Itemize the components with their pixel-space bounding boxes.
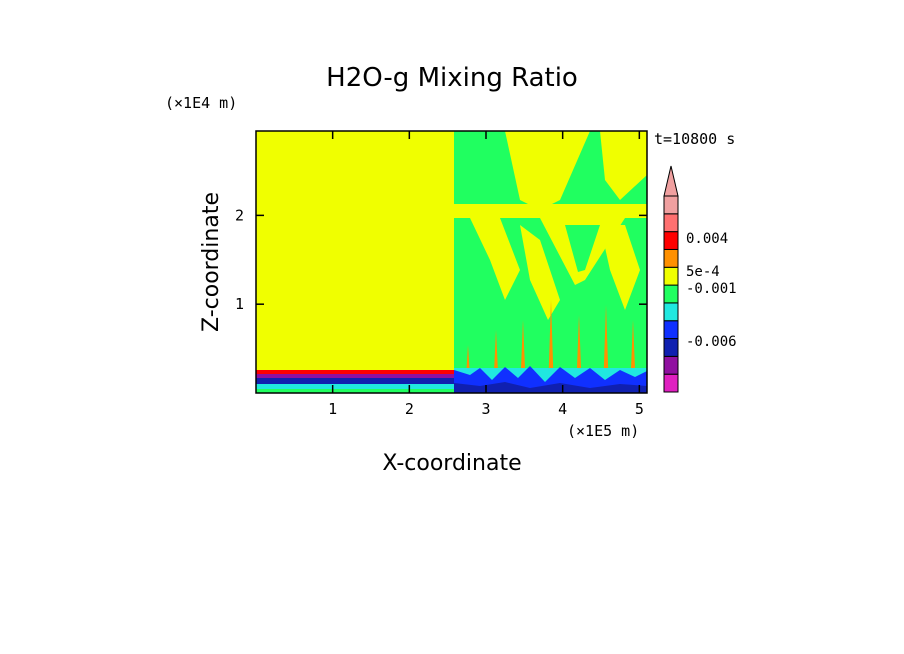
colorbar-label: 0.004: [686, 231, 728, 247]
heatmap-field: [256, 131, 647, 393]
left-surface-red: [256, 370, 454, 374]
colorbar-segment: [663, 266, 679, 286]
colorbar-segment: [663, 302, 679, 322]
colorbar-label: 5e-4: [686, 264, 720, 280]
region-left-dry: [256, 131, 454, 393]
left-surface-purple: [256, 374, 454, 378]
right-yellow-streak-3: [520, 225, 560, 320]
colorbar-label: -0.006: [686, 334, 737, 350]
x-tick-label: 4: [558, 400, 567, 418]
colorbar-segment: [663, 195, 679, 215]
colorbar-segment: [663, 320, 679, 340]
axis-ticks: 1 2 3 4 5 1 2: [235, 131, 647, 418]
left-surface-cyan: [256, 384, 454, 389]
y-axis-label: Z-coordinate: [199, 192, 224, 332]
right-yellow-streak: [600, 131, 647, 200]
time-label: t=10800 s: [654, 130, 735, 148]
x-axis-label: X-coordinate: [382, 451, 521, 476]
colorbar-label: -0.001: [686, 281, 737, 297]
y-unit-label: (×1E4 m): [165, 94, 237, 112]
right-yellow-band: [454, 204, 647, 218]
colorbar-segment: [663, 284, 679, 304]
colorbar-segment: [663, 231, 679, 250]
colorbar-segment: [663, 355, 679, 375]
x-tick-label: 1: [328, 400, 337, 418]
colorbar-segment: [663, 213, 679, 233]
y-tick-label: 1: [235, 295, 244, 313]
right-yellow-wedge-top: [505, 131, 590, 210]
colorbar-segment: [663, 373, 679, 393]
colorbar-extend-arrow: [663, 165, 679, 197]
right-surface-deep: [454, 382, 647, 393]
x-tick-label: 2: [405, 400, 414, 418]
right-yellow-streak-4: [600, 225, 640, 310]
right-yellow-streak-2: [470, 218, 520, 300]
x-tick-label: 5: [635, 400, 644, 418]
y-tick-label: 2: [235, 206, 244, 224]
plot-frame: [255, 130, 648, 394]
x-tick-label: 3: [481, 400, 490, 418]
chart-title: H2O-g Mixing Ratio: [326, 63, 578, 93]
x-unit-label: (×1E5 m): [567, 422, 639, 440]
left-surface-blue: [256, 378, 454, 384]
colorbar-segment: [663, 338, 679, 357]
colorbar-segment: [663, 248, 679, 268]
left-surface-green: [256, 389, 454, 393]
right-green-inner: [565, 225, 600, 272]
